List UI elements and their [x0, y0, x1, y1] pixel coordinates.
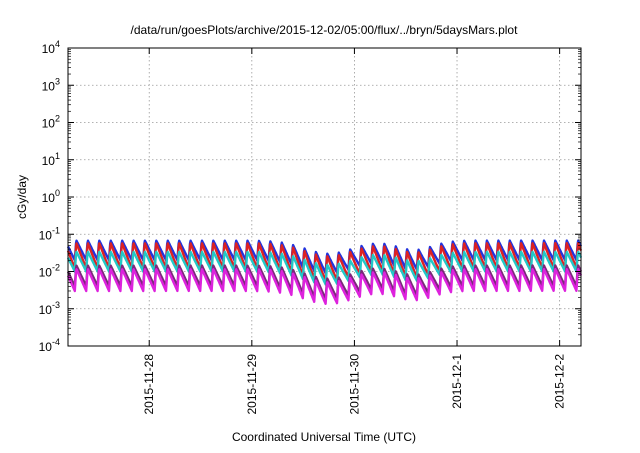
series-group: [66, 239, 583, 305]
y-tick-label: 10-1: [39, 225, 60, 242]
x-tick-label: 2015-12-2: [553, 354, 567, 409]
series-line: [66, 250, 583, 286]
y-tick-label: 100: [42, 188, 60, 205]
y-tick-label: 10-2: [39, 263, 60, 280]
y-tick-label: 102: [42, 114, 60, 131]
x-tick-label: 2015-11-29: [245, 354, 259, 415]
y-tick-label: 103: [42, 76, 60, 93]
x-tick-label: 2015-11-30: [347, 354, 361, 415]
series-line: [66, 268, 583, 305]
x-tick-label: 2015-12-1: [450, 354, 464, 409]
series-line: [66, 242, 583, 283]
y-axis: 10-4 10-3 10-2 10-1 100 101 102 103 104: [39, 39, 581, 354]
series-line: [66, 239, 583, 275]
series-line: [66, 264, 583, 301]
chart-title: /data/run/goesPlots/archive/2015-12-02/0…: [131, 23, 519, 37]
x-tick-label: 2015-11-28: [142, 354, 156, 415]
y-tick-label: 101: [42, 151, 60, 168]
y-axis-label: cGy/day: [15, 175, 29, 219]
x-axis: 2015-11-28 2015-11-29 2015-11-30 2015-12-1 2…: [142, 48, 567, 415]
x-axis-label: Coordinated Universal Time (UTC): [232, 430, 416, 444]
y-tick-label: 104: [42, 39, 60, 56]
y-tick-label: 10-3: [39, 300, 60, 317]
y-tick-label: 10-4: [39, 337, 60, 354]
